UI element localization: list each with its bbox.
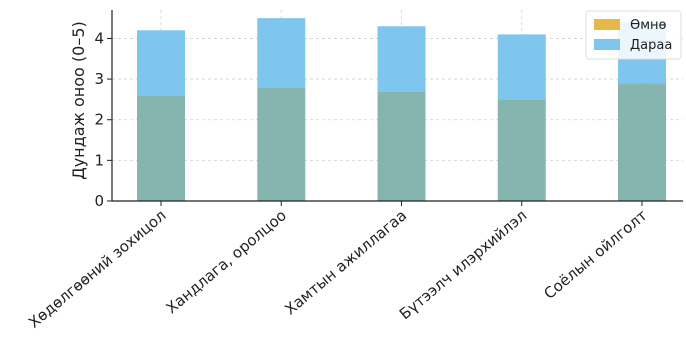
bar-after [377, 26, 426, 92]
bars [137, 18, 666, 201]
bar-before [377, 91, 426, 201]
y-ticks: 0 1 2 3 4 [94, 29, 112, 210]
y-tick-label: 3 [94, 70, 104, 88]
bar-before [497, 99, 546, 201]
x-tick-label: Хандлага, оролцоо [163, 206, 290, 317]
bar-before [618, 83, 666, 201]
bar-after [257, 18, 306, 88]
bar-before [257, 87, 306, 201]
y-tick-label: 1 [94, 151, 104, 169]
axes [111, 10, 683, 202]
y-tick-label: 4 [94, 29, 104, 47]
bar-after [497, 34, 546, 100]
legend-label: Дараа [630, 38, 672, 53]
legend-label: Өмнө [630, 18, 667, 33]
legend-swatch [594, 39, 620, 50]
legend: Өмнө Дараа [585, 10, 682, 60]
y-tick-label: 2 [94, 111, 104, 129]
x-tick-label: Соёлын ойлголт [540, 206, 650, 303]
x-tick-label: Хөдөлгөөний зохицол [25, 206, 170, 331]
y-tick-label: 0 [94, 192, 104, 210]
bar-before [137, 95, 185, 201]
y-axis-label: Дундаж оноо (0–5) [69, 21, 88, 180]
x-tick-label: Хамтын ажиллагаа [281, 206, 410, 318]
x-tick-label: Бүтээлч илэрхийлэл [396, 206, 530, 323]
legend-swatch [594, 19, 620, 30]
bar-after [137, 30, 185, 96]
